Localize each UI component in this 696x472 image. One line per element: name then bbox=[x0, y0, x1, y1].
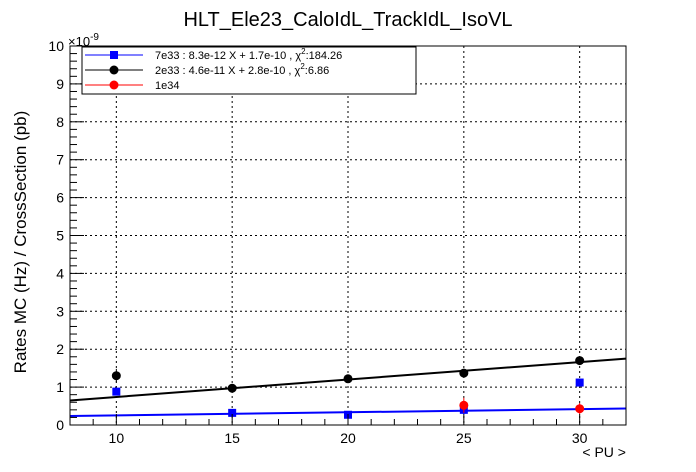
y-tick-label: 9 bbox=[56, 76, 64, 92]
chart-title: HLT_Ele23_CaloIdL_TrackIdL_IsoVL bbox=[183, 9, 512, 31]
y-tick-label: 7 bbox=[56, 152, 64, 168]
y-exponent: ×10-9 bbox=[68, 32, 99, 49]
data-points bbox=[111, 356, 585, 419]
marker-circle bbox=[111, 371, 121, 381]
y-tick-label: 1 bbox=[56, 379, 64, 395]
legend: 7e33 : 8.3e-12 X + 1.7e-10 , χ2:184.262e… bbox=[81, 46, 417, 95]
y-exponent-base: ×10 bbox=[68, 34, 90, 49]
y-tick-label: 2 bbox=[56, 341, 64, 357]
marker-circle bbox=[459, 400, 469, 410]
marker-square bbox=[112, 387, 121, 396]
y-axis-label: Rates MC (Hz) / CrossSection (pb) bbox=[11, 111, 30, 374]
y-exponent-power: -9 bbox=[90, 32, 99, 43]
marker-square bbox=[110, 51, 118, 59]
y-tick-label: 3 bbox=[56, 303, 64, 319]
y-tick-label: 5 bbox=[56, 228, 64, 244]
y-tick-label: 0 bbox=[56, 417, 64, 433]
y-tick-label: 8 bbox=[56, 114, 64, 130]
legend-text-tail: :184.26 bbox=[306, 50, 343, 62]
y-tick-label: 10 bbox=[48, 38, 64, 54]
marker-circle bbox=[109, 80, 119, 90]
marker-circle bbox=[575, 356, 585, 366]
marker-circle bbox=[227, 383, 237, 393]
legend-superscript: 2 bbox=[301, 47, 306, 56]
marker-square bbox=[575, 378, 584, 387]
x-axis-label: < PU > bbox=[582, 444, 626, 460]
legend-superscript: 2 bbox=[300, 62, 305, 71]
marker-square bbox=[228, 408, 237, 417]
grid bbox=[70, 46, 626, 425]
x-tick-label: 15 bbox=[224, 430, 240, 446]
y-tick-label: 6 bbox=[56, 190, 64, 206]
marker-circle bbox=[343, 374, 353, 384]
x-tick-label: 20 bbox=[340, 430, 356, 446]
marker-circle bbox=[459, 368, 469, 378]
x-tick-label: 30 bbox=[572, 430, 588, 446]
legend-entry: 2e33 : 4.6e-11 X + 2.8e-10 , χ2:6.86 bbox=[155, 62, 329, 77]
marker-circle bbox=[575, 404, 585, 414]
legend-text: 2e33 : 4.6e-11 X + 2.8e-10 , χ bbox=[155, 65, 301, 77]
legend-text: 1e34 bbox=[155, 80, 179, 92]
x-tick-label: 10 bbox=[109, 430, 125, 446]
x-tick-label: 25 bbox=[456, 430, 472, 446]
legend-entry: 7e33 : 8.3e-12 X + 1.7e-10 , χ2:184.26 bbox=[155, 47, 342, 62]
y-tick-label: 4 bbox=[56, 265, 64, 281]
axis-ticks: 0 1 2 3 4 5 6 7 8 9 10 10 15 20 25 30 bbox=[48, 38, 627, 446]
legend-entry: 1e34 bbox=[155, 80, 179, 92]
marker-circle bbox=[109, 65, 119, 75]
legend-text: 7e33 : 8.3e-12 X + 1.7e-10 , χ bbox=[155, 50, 301, 62]
legend-text-tail: :6.86 bbox=[305, 65, 329, 77]
